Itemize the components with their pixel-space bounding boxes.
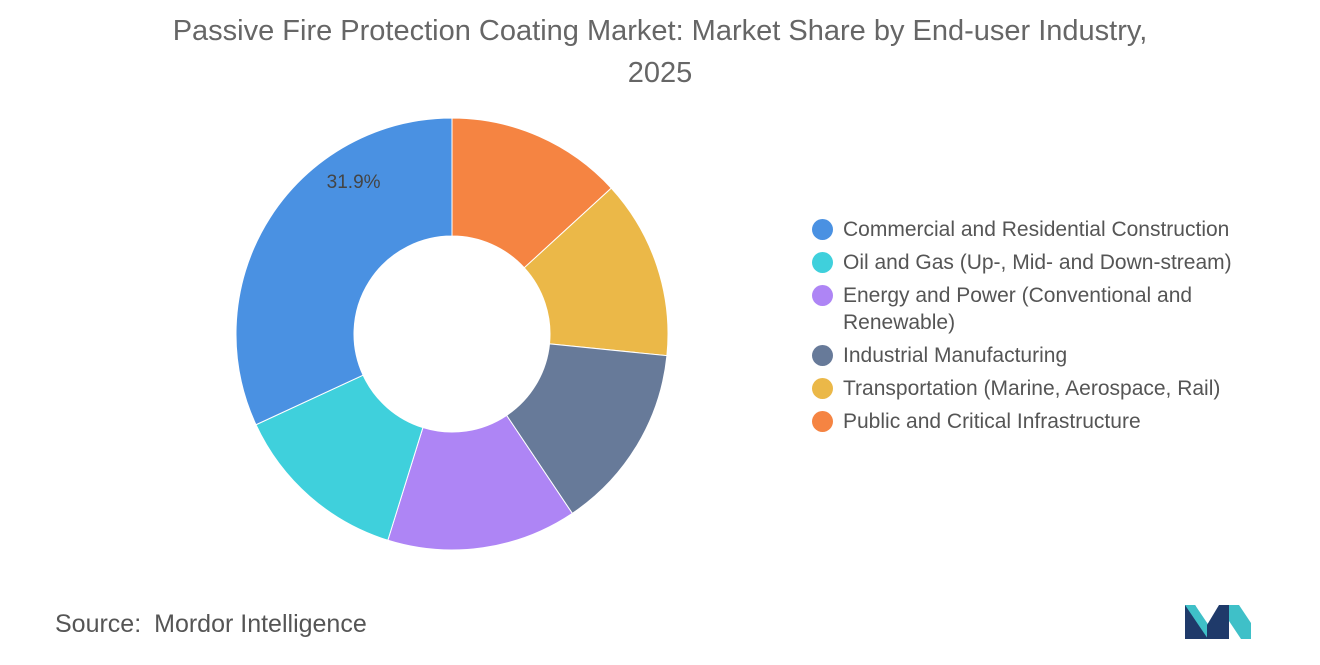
mordor-intelligence-logo-icon (1185, 605, 1251, 639)
legend-label-industrial-manufacturing: Industrial Manufacturing (843, 344, 1068, 367)
donut-slice-labels: 31.9% (327, 172, 381, 193)
slice-oil-and-gas-up-mid-and-down-stream (255, 374, 424, 541)
source-label: Source: (55, 610, 142, 638)
legend-label-public-and-critical-infrastructure: Public and Critical Infrastructure (843, 410, 1141, 433)
donut-slices (235, 117, 669, 551)
legend-label-energy-and-power-conventional-and-renewable: Energy and Power (Conventional and Renew… (843, 284, 1193, 334)
chart-title: Passive Fire Protection Coating Market: … (60, 10, 1260, 94)
legend-item-energy-and-power-conventional-and-renewable: Energy and Power (Conventional and Renew… (812, 282, 1282, 336)
legend-label-commercial-and-residential-construction: Commercial and Residential Construction (843, 218, 1230, 241)
legend-swatch-oil-and-gas-up-mid-and-down-stream (812, 252, 833, 273)
legend-label-transportation-marine-aerospace-rail: Transportation (Marine, Aerospace, Rail) (843, 377, 1221, 400)
chart-title-line-2: 2025 (627, 57, 693, 89)
legend-item-public-and-critical-infrastructure: Public and Critical Infrastructure (812, 408, 1282, 435)
source-name: Mordor Intelligence (154, 610, 367, 638)
legend-item-oil-and-gas-up-mid-and-down-stream: Oil and Gas (Up-, Mid- and Down-stream) (812, 249, 1282, 276)
legend-label-oil-and-gas-up-mid-and-down-stream: Oil and Gas (Up-, Mid- and Down-stream) (843, 251, 1232, 274)
legend-swatch-transportation-marine-aerospace-rail (812, 378, 833, 399)
source-note: Source: Mordor Intelligence (55, 610, 367, 639)
legend-item-transportation-marine-aerospace-rail: Transportation (Marine, Aerospace, Rail) (812, 375, 1282, 402)
legend-swatch-commercial-and-residential-construction (812, 219, 833, 240)
slice-industrial-manufacturing (505, 343, 668, 515)
legend-item-industrial-manufacturing: Industrial Manufacturing (812, 342, 1282, 369)
slice-energy-and-power-conventional-and-renewable (387, 414, 573, 551)
slice-label-commercial-and-residential-construction: 31.9% (327, 172, 381, 193)
chart-legend: Commercial and Residential Construction O… (812, 216, 1282, 441)
legend-swatch-public-and-critical-infrastructure (812, 411, 833, 432)
slice-public-and-critical-infrastructure (451, 117, 613, 269)
slice-commercial-and-residential-construction (235, 117, 453, 426)
legend-swatch-energy-and-power-conventional-and-renewable (812, 285, 833, 306)
legend-swatch-industrial-manufacturing (812, 345, 833, 366)
chart-title-line-1: Passive Fire Protection Coating Market: … (172, 15, 1148, 47)
legend-item-commercial-and-residential-construction: Commercial and Residential Construction (812, 216, 1282, 243)
